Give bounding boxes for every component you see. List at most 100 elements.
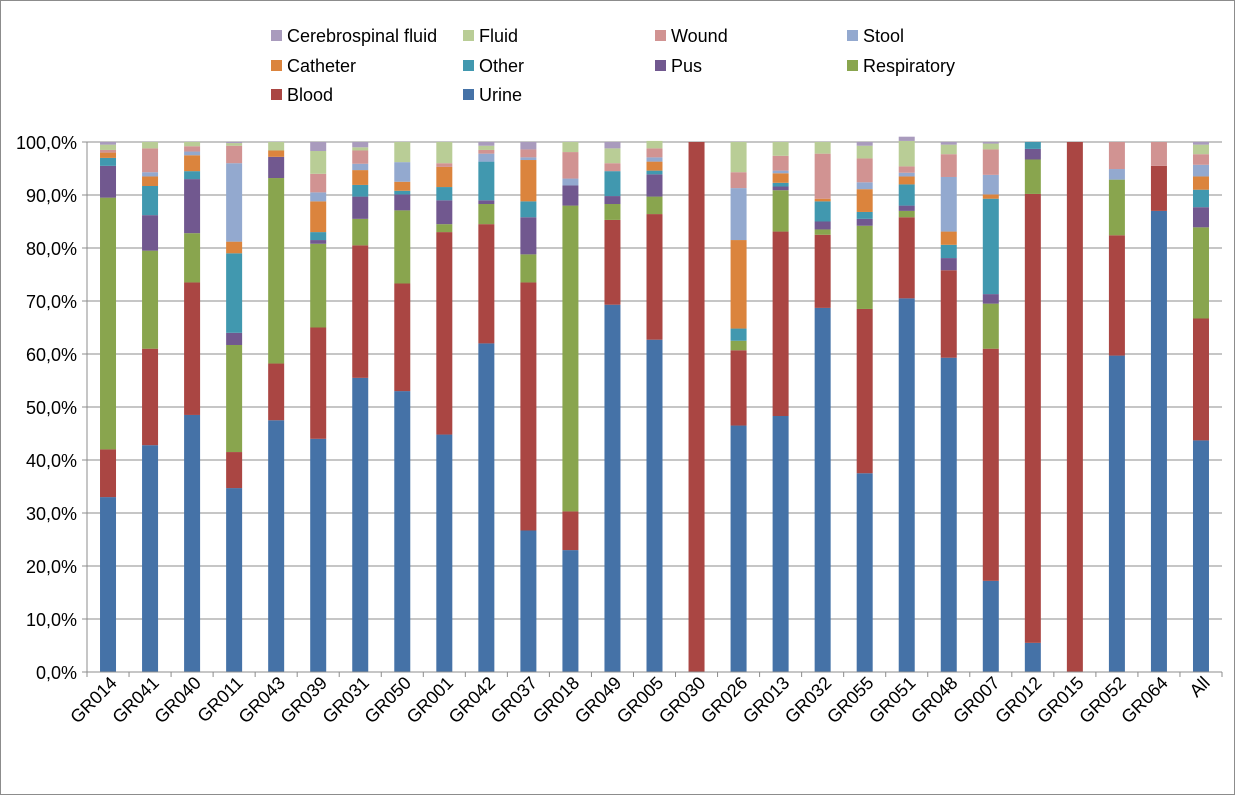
bar-segment-blood xyxy=(226,452,243,489)
bar-segment-cerebrospinal-fluid xyxy=(940,142,957,145)
bar-segment-other xyxy=(352,184,369,197)
bar-segment-other xyxy=(898,184,915,206)
bar-segment-cerebrospinal-fluid xyxy=(1192,142,1209,145)
x-tick-label: GR055 xyxy=(823,673,877,727)
bar-segment-wound xyxy=(1150,142,1167,166)
x-tick-label: GR007 xyxy=(949,673,1003,727)
bar-segment-other xyxy=(1024,142,1041,149)
bar-segment-pus xyxy=(352,196,369,219)
x-tick-label: GR064 xyxy=(1117,673,1171,727)
legend-label: Wound xyxy=(671,26,728,46)
bar-segment-fluid xyxy=(772,142,789,156)
bar-segment-respiratory xyxy=(1192,227,1209,319)
bar-segment-other xyxy=(478,161,495,201)
bar-segment-wound xyxy=(142,148,159,173)
bar-segment-stool xyxy=(394,162,411,182)
bar-stack-gr039 xyxy=(310,142,327,672)
bar-segment-other xyxy=(520,201,537,218)
y-tick-label: 90,0% xyxy=(26,186,77,206)
bar-segment-other xyxy=(604,171,621,197)
bar-segment-respiratory xyxy=(772,190,789,232)
x-tick-label: GR039 xyxy=(277,673,331,727)
bar-segment-wound xyxy=(982,149,999,175)
bar-stack-gr007 xyxy=(982,142,999,672)
x-tick-label: GR052 xyxy=(1075,673,1129,727)
bar-segment-other xyxy=(646,170,663,175)
bar-segment-urine xyxy=(772,416,789,672)
bar-segment-pus xyxy=(310,240,327,244)
bar-segment-stool xyxy=(310,192,327,202)
bar-segment-urine xyxy=(940,357,957,672)
bar-segment-wound xyxy=(1108,142,1125,170)
bar-segment-catheter xyxy=(226,241,243,254)
bar-stack-gr012 xyxy=(1024,142,1041,672)
bar-segment-other xyxy=(184,171,201,180)
bar-segment-fluid xyxy=(226,143,243,146)
bar-segment-other xyxy=(394,190,411,195)
bar-segment-stool xyxy=(646,157,663,162)
bar-segment-wound xyxy=(100,149,117,153)
bar-segment-fluid xyxy=(856,145,873,159)
bar-segment-catheter xyxy=(268,150,285,157)
legend-label: Stool xyxy=(863,26,904,46)
bar-segment-stool xyxy=(940,176,957,232)
bar-segment-cerebrospinal-fluid xyxy=(520,142,537,150)
y-tick-label: 60,0% xyxy=(26,345,77,365)
bar-segment-urine xyxy=(100,497,117,672)
bar-stack-gr030 xyxy=(688,142,705,672)
bar-segment-wound xyxy=(856,158,873,183)
y-tick-label: 80,0% xyxy=(26,239,77,259)
bar-segment-pus xyxy=(226,332,243,345)
bar-stack-gr032 xyxy=(814,142,831,672)
bar-segment-urine xyxy=(478,343,495,672)
bar-segment-urine xyxy=(310,438,327,672)
bar-segment-respiratory xyxy=(436,224,453,233)
y-tick-label: 50,0% xyxy=(26,398,77,418)
bar-segment-cerebrospinal-fluid xyxy=(982,142,999,144)
bar-segment-catheter xyxy=(142,176,159,186)
bar-segment-urine xyxy=(1108,355,1125,672)
legend-swatch xyxy=(847,60,858,71)
bar-stack-gr052 xyxy=(1108,142,1125,672)
bar-segment-urine xyxy=(562,550,579,672)
bar-segment-fluid xyxy=(604,148,621,164)
legend-swatch xyxy=(463,60,474,71)
x-tick-label: GR041 xyxy=(108,673,162,727)
bar-segment-fluid xyxy=(478,145,495,150)
bar-segment-urine xyxy=(394,391,411,672)
bar-segment-catheter xyxy=(436,166,453,188)
bar-segment-cerebrospinal-fluid xyxy=(898,136,915,141)
bar-segment-wound xyxy=(352,150,369,164)
bar-segment-blood xyxy=(268,363,285,421)
x-tick-label: GR018 xyxy=(529,673,583,727)
bar-segment-other xyxy=(1192,189,1209,208)
bar-segment-wound xyxy=(562,152,579,179)
x-tick-label: GR043 xyxy=(235,673,289,727)
bar-segment-wound xyxy=(814,153,831,199)
bar-segment-respiratory xyxy=(982,303,999,349)
x-axis: GR014GR041GR040GR011GR043GR039GR031GR050… xyxy=(66,671,1223,727)
bar-segment-respiratory xyxy=(520,254,537,283)
legend-swatch xyxy=(271,30,282,41)
bar-segment-wound xyxy=(646,148,663,158)
bar-segment-fluid xyxy=(268,142,285,151)
bar-segment-pus xyxy=(814,221,831,230)
bar-stack-gr013 xyxy=(772,142,789,672)
bar-segment-catheter xyxy=(814,198,831,202)
bar-segment-other xyxy=(436,187,453,201)
bar-segment-other xyxy=(142,185,159,216)
legend-swatch xyxy=(847,30,858,41)
bar-segment-pus xyxy=(436,200,453,225)
bar-stack-gr049 xyxy=(604,142,621,672)
bar-segment-other xyxy=(100,157,117,166)
bar-segment-fluid xyxy=(646,140,663,149)
x-tick-label: GR030 xyxy=(655,673,709,727)
x-tick-label: GR001 xyxy=(403,673,457,727)
bar-segment-urine xyxy=(436,434,453,672)
bar-segment-pus xyxy=(562,185,579,206)
bar-segment-fluid xyxy=(940,144,957,155)
bar-segment-catheter xyxy=(100,152,117,158)
bar-segment-urine xyxy=(142,445,159,672)
bar-segment-pus xyxy=(856,218,873,226)
bars xyxy=(100,136,1209,672)
